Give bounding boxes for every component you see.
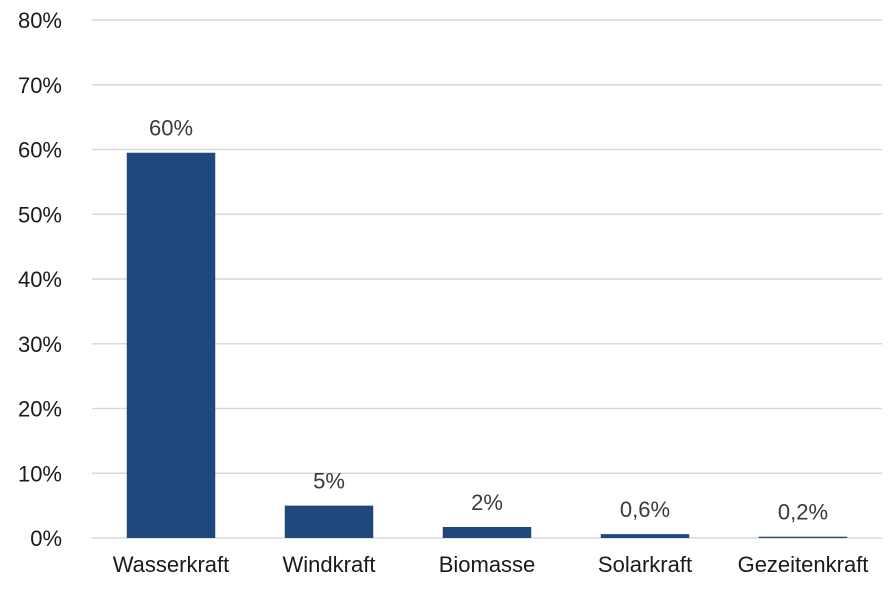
bar-gezeitenkraft <box>758 536 848 538</box>
y-axis-tick-labels: 0% 10% 20% 30% 40% 50% 60% 70% 80% <box>18 8 62 551</box>
category-label-gezeitenkraft: Gezeitenkraft <box>738 552 869 577</box>
y-tick-label: 60% <box>18 138 62 163</box>
y-tick-label: 30% <box>18 332 62 357</box>
data-label-solarkraft: 0,6% <box>620 497 670 522</box>
x-axis-category-labels: Wasserkraft Windkraft Biomasse Solarkraft Ge… <box>113 552 869 577</box>
data-label-biomasse: 2% <box>471 490 503 515</box>
data-label-windkraft: 5% <box>313 469 345 494</box>
y-tick-label: 50% <box>18 202 62 227</box>
bar-wasserkraft <box>126 152 216 539</box>
data-labels: 60% 5% 2% 0,6% 0,2% <box>149 116 828 525</box>
data-label-gezeitenkraft: 0,2% <box>778 500 828 525</box>
bar-biomasse <box>442 526 532 538</box>
category-label-windkraft: Windkraft <box>283 552 376 577</box>
y-tick-label: 70% <box>18 73 62 98</box>
category-label-biomasse: Biomasse <box>439 552 536 577</box>
data-label-wasserkraft: 60% <box>149 116 193 141</box>
y-tick-label: 80% <box>18 8 62 33</box>
gridlines <box>92 19 882 539</box>
y-tick-label: 10% <box>18 461 62 486</box>
bar-windkraft <box>284 505 374 538</box>
y-tick-label: 40% <box>18 267 62 292</box>
y-tick-label: 20% <box>18 397 62 422</box>
category-label-solarkraft: Solarkraft <box>598 552 692 577</box>
bar-solarkraft <box>600 534 690 538</box>
bars <box>126 152 848 539</box>
y-tick-label: 0% <box>30 526 62 551</box>
category-label-wasserkraft: Wasserkraft <box>113 552 230 577</box>
